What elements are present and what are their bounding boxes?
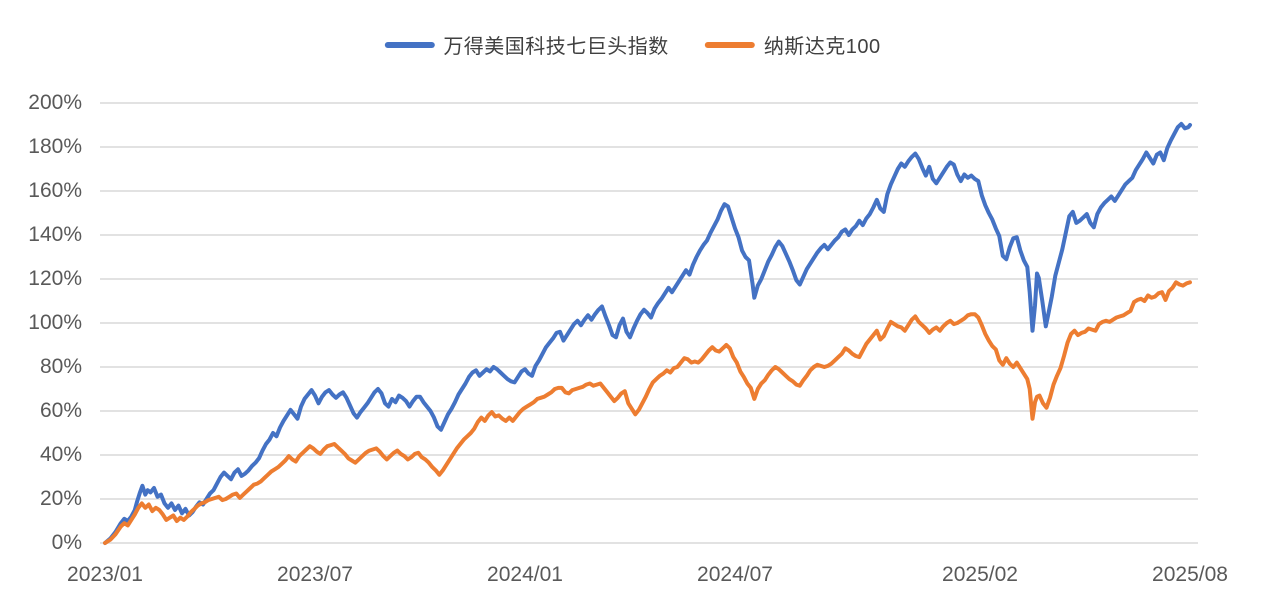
y-tick-label: 80% <box>39 355 82 378</box>
y-tick-label: 160% <box>28 179 82 202</box>
chart-legend: 万得美国科技七巨头指数 纳斯达克100 <box>384 30 880 59</box>
x-tick-label: 2024/01 <box>487 563 563 586</box>
legend-item-nasdaq100: 纳斯达克100 <box>704 30 881 59</box>
legend-label-nasdaq100: 纳斯达克100 <box>763 36 881 58</box>
y-tick-label: 200% <box>28 91 82 114</box>
legend-item-mag7-index: 万得美国科技七巨头指数 <box>384 30 669 59</box>
legend-swatch-nasdaq100 <box>704 41 755 48</box>
series-line-mag7 <box>103 121 1192 545</box>
legend-swatch-mag7-index <box>384 41 435 48</box>
y-tick-label: 120% <box>28 267 82 290</box>
x-tick-label: 2025/08 <box>1152 563 1228 586</box>
x-tick-label: 2023/01 <box>67 563 143 586</box>
series-line-nasdaq100 <box>103 280 1192 545</box>
y-tick-label: 0% <box>51 531 82 554</box>
y-tick-label: 20% <box>39 487 82 510</box>
legend-label-mag7-index: 万得美国科技七巨头指数 <box>443 36 669 58</box>
x-tick-label: 2023/07 <box>277 563 353 586</box>
x-tick-label: 2025/02 <box>942 563 1018 586</box>
y-tick-label: 140% <box>28 223 82 246</box>
y-tick-label: 180% <box>28 135 82 158</box>
x-tick-label: 2024/07 <box>697 563 773 586</box>
y-tick-label: 60% <box>39 399 82 422</box>
y-tick-label: 40% <box>39 443 82 466</box>
y-tick-label: 100% <box>28 311 82 334</box>
